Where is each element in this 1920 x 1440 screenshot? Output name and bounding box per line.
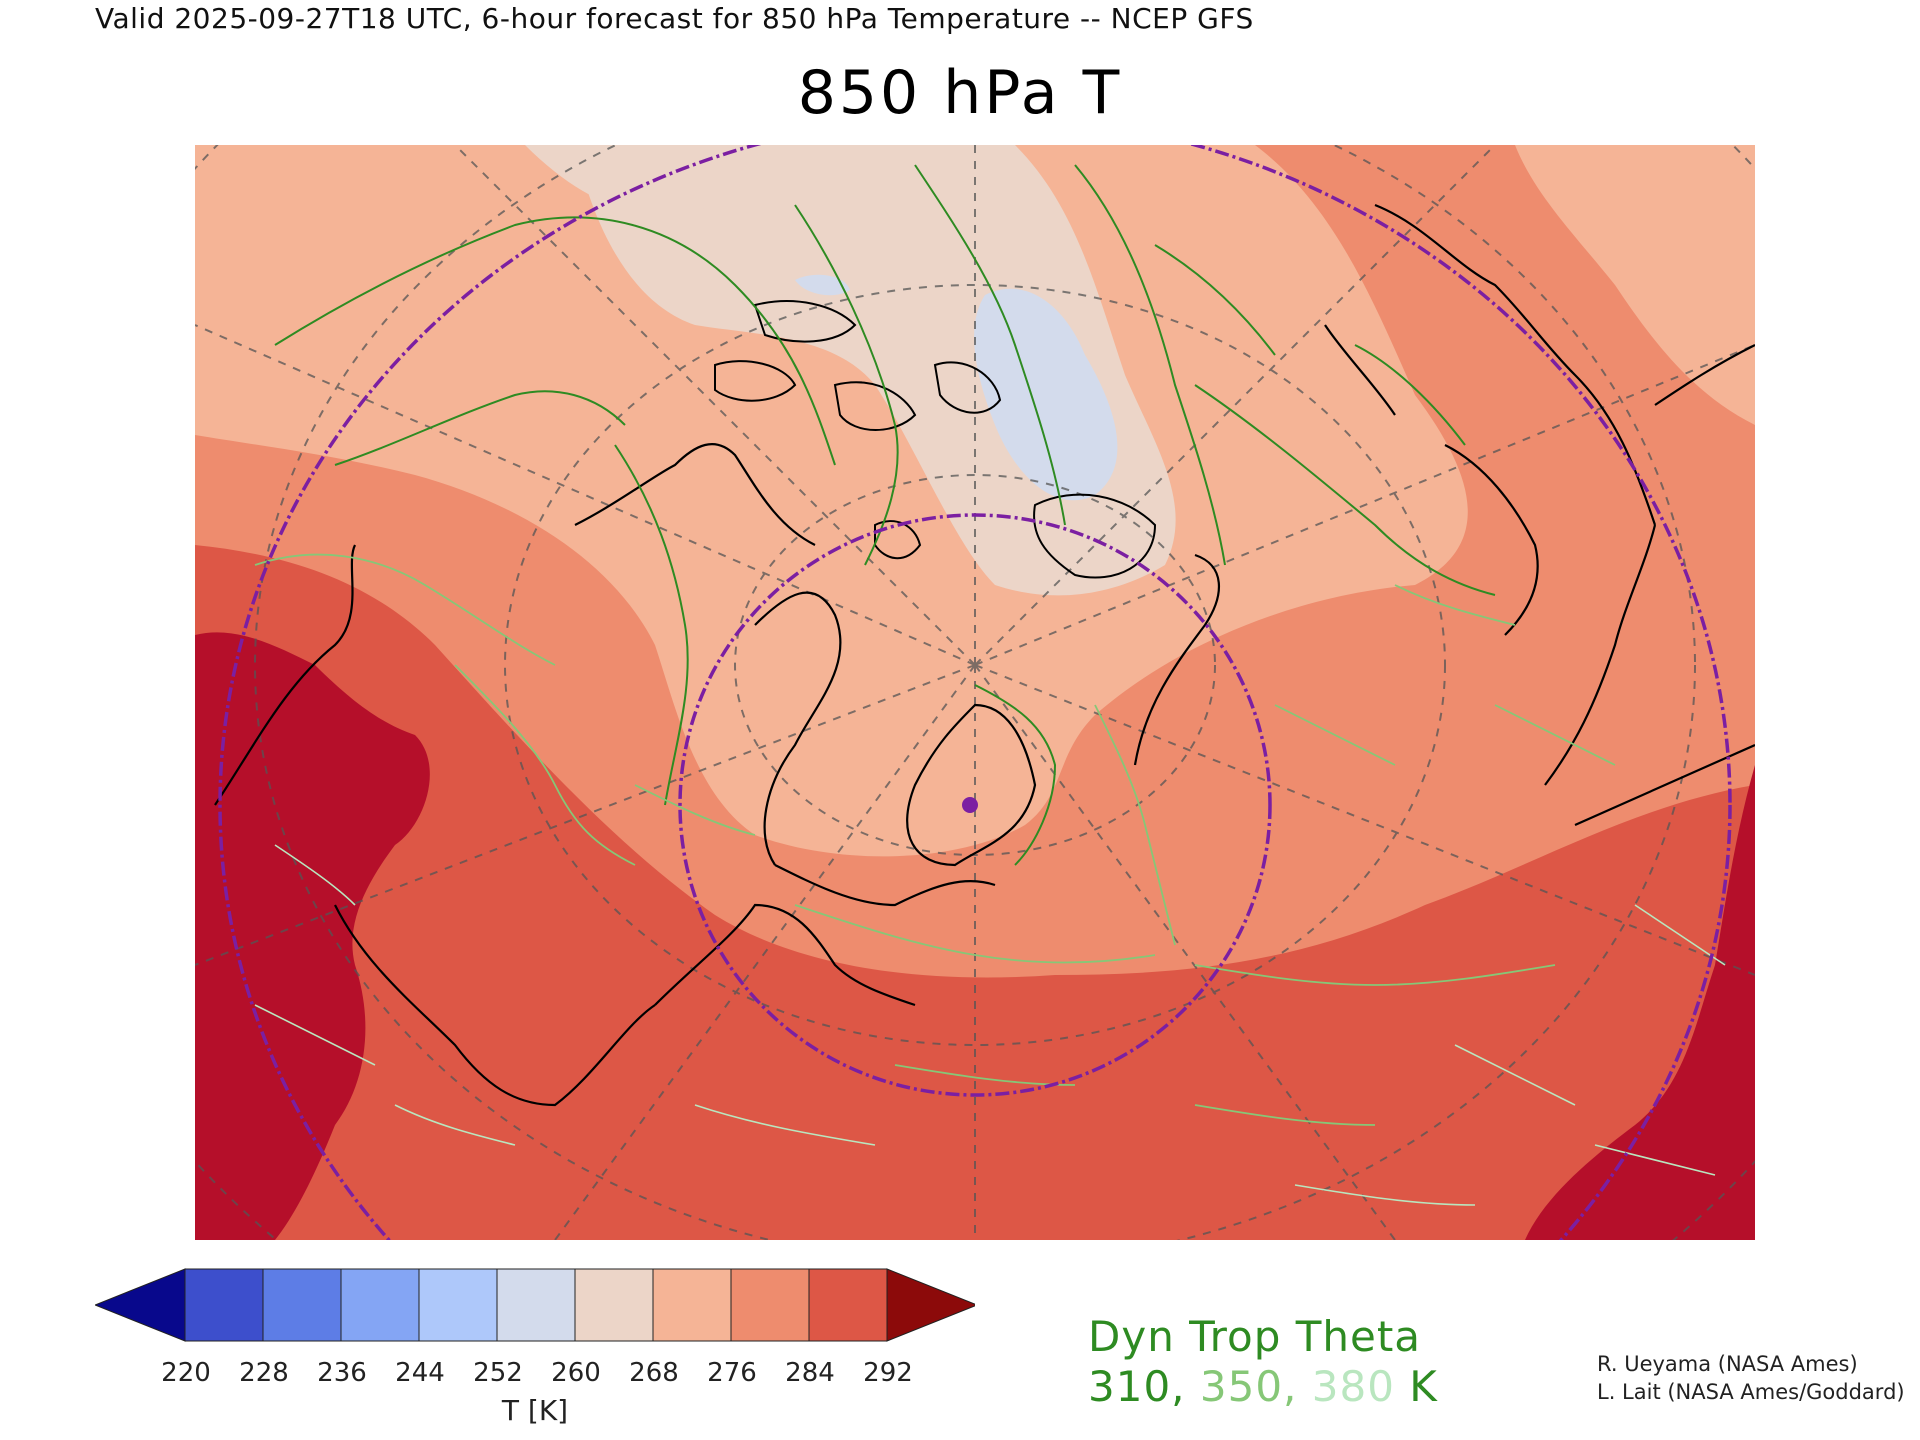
inner-range-ring <box>678 513 1272 1097</box>
field-lt-252 <box>974 288 1118 501</box>
tick-label: 260 <box>551 1358 601 1388</box>
tick-label: 276 <box>707 1358 757 1388</box>
tick-label: 236 <box>317 1358 367 1388</box>
colorbar <box>95 1268 975 1342</box>
colorbar-box <box>184 1268 264 1342</box>
graticule <box>195 145 1755 1240</box>
field-lt-252-b <box>795 274 850 296</box>
colorbar-tick-labels: 220 228 236 244 252 260 268 276 284 292 <box>0 1358 1000 1394</box>
temperature-map <box>195 145 1755 1240</box>
tick-label: 268 <box>629 1358 679 1388</box>
legend-value-350: 350 <box>1199 1362 1284 1411</box>
colorbar-box <box>418 1268 498 1342</box>
dyn-trop-legend-values: 310, 350, 380 K <box>1088 1362 1438 1411</box>
legend-separator: , <box>1283 1362 1312 1411</box>
forecast-valid-header: Valid 2025-09-27T18 UTC, 6-hour forecast… <box>95 2 1254 35</box>
tick-label: 220 <box>161 1358 211 1388</box>
tick-label: 244 <box>395 1358 445 1388</box>
field-gt-292-east <box>1525 765 1755 1240</box>
location-dot-icon <box>962 797 978 813</box>
islands-arctic <box>714 300 1157 579</box>
colorbar-box <box>808 1268 888 1342</box>
coastlines <box>214 203 1755 1107</box>
field-268-276-east <box>1515 145 1755 425</box>
colorbar-box <box>730 1268 810 1342</box>
legend-unit: K <box>1394 1362 1438 1411</box>
dyn-trop-legend-title: Dyn Trop Theta <box>1088 1312 1422 1361</box>
tick-label: 252 <box>473 1358 523 1388</box>
field-gt-292-west <box>195 632 430 1240</box>
credit-line-2: L. Lait (NASA Ames/Goddard) <box>1597 1380 1905 1404</box>
colorbar-box <box>262 1268 342 1342</box>
colorbar-box <box>340 1268 420 1342</box>
outer-range-ring <box>218 145 1732 1240</box>
dyn-trop-380-contours <box>254 844 1726 1206</box>
field-lt-268 <box>575 145 1176 596</box>
colorbar-box <box>496 1268 576 1342</box>
colorbar-box <box>574 1268 654 1342</box>
field-268-276 <box>195 145 1468 857</box>
dyn-trop-310-contours <box>274 164 1496 866</box>
colorbar-box <box>652 1268 732 1342</box>
tick-label: 292 <box>863 1358 913 1388</box>
tick-label: 228 <box>239 1358 289 1388</box>
colorbar-unit-label: T [K] <box>501 1394 569 1427</box>
range-rings <box>218 145 1732 1240</box>
legend-separator: , <box>1171 1362 1200 1411</box>
credit-line-1: R. Ueyama (NASA Ames) <box>1597 1352 1858 1376</box>
map-title: 850 hPa T <box>797 58 1123 128</box>
colorbar-under-triangle <box>95 1268 186 1342</box>
legend-value-310: 310 <box>1088 1362 1172 1411</box>
tick-label: 284 <box>785 1358 835 1388</box>
legend-value-380: 380 <box>1311 1362 1395 1411</box>
colorbar-over-triangle <box>886 1268 975 1342</box>
